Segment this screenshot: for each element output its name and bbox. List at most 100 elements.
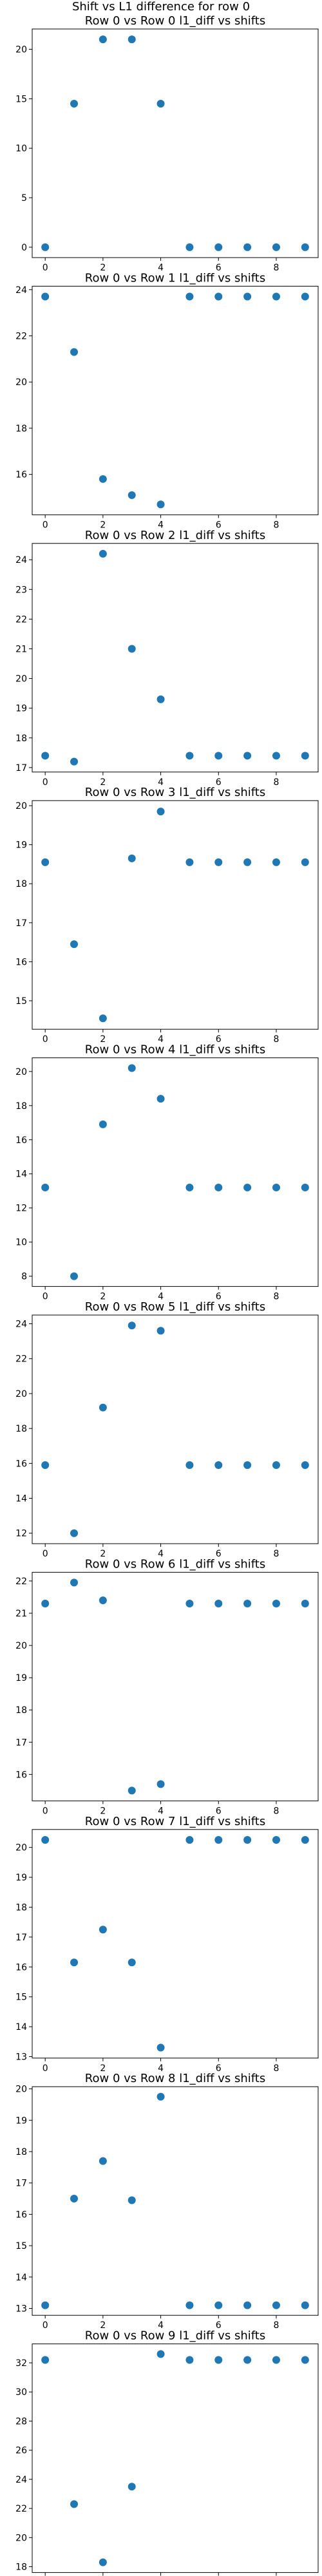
x-tick-label: 8 <box>274 777 279 788</box>
data-point <box>214 2356 223 2364</box>
y-tick-label: 30 <box>15 2387 27 2398</box>
y-tick-label: 24 <box>15 2475 27 2485</box>
subplot-title: Row 0 vs Row 6 l1_diff vs shifts <box>85 1557 265 1571</box>
y-tick-label: 15 <box>15 2241 27 2251</box>
data-point <box>214 2301 223 2309</box>
x-tick-label: 4 <box>158 1034 164 1045</box>
data-point <box>185 752 194 760</box>
data-point <box>99 2157 107 2165</box>
data-point <box>185 243 194 251</box>
axes-frame <box>32 28 319 258</box>
data-point <box>156 1327 165 1335</box>
x-tick-label: 6 <box>216 777 222 788</box>
data-point <box>128 1064 136 1072</box>
data-point <box>99 549 107 558</box>
x-tick-label: 4 <box>158 777 164 788</box>
subplot-title: Row 0 vs Row 7 l1_diff vs shifts <box>85 1815 265 1828</box>
axes-frame <box>32 1571 319 1801</box>
subplot-title: Row 0 vs Row 1 l1_diff vs shifts <box>85 271 265 285</box>
y-tick-label: 8 <box>21 1272 27 1282</box>
x-tick-label: 6 <box>216 520 222 530</box>
x-tick-label: 8 <box>274 1034 279 1045</box>
x-tick-label: 4 <box>158 1806 164 1816</box>
data-point <box>243 1836 252 1844</box>
data-point <box>301 1599 309 1607</box>
data-point <box>128 645 136 653</box>
x-tick-label: 2 <box>100 2320 106 2331</box>
x-tick-label: 8 <box>274 1292 279 1302</box>
data-point <box>99 1120 107 1128</box>
data-point <box>70 1958 79 1967</box>
y-tick-label: 20 <box>15 1843 27 1853</box>
data-point <box>70 348 79 356</box>
data-point <box>214 292 223 301</box>
data-point <box>301 1461 309 1470</box>
y-tick-label: 24 <box>15 1320 27 1330</box>
x-tick-label: 6 <box>216 1034 222 1045</box>
data-point <box>156 2092 165 2101</box>
y-tick-label: 18 <box>15 424 27 434</box>
y-tick-label: 14 <box>15 1494 27 1504</box>
y-tick-label: 20 <box>15 801 27 811</box>
subplot-title: Row 0 vs Row 3 l1_diff vs shifts <box>85 786 265 799</box>
y-tick-label: 18 <box>15 734 27 744</box>
y-tick-label: 18 <box>15 2562 27 2573</box>
data-point <box>128 35 136 44</box>
y-tick-label: 15 <box>15 1993 27 2003</box>
y-tick-label: 17 <box>15 918 27 929</box>
x-tick-label: 6 <box>216 2063 222 2074</box>
data-point <box>70 2500 79 2508</box>
y-tick-label: 16 <box>15 957 27 967</box>
y-tick-label: 5 <box>21 193 27 204</box>
x-tick-label: 6 <box>216 263 222 273</box>
x-tick-label: 0 <box>43 520 48 530</box>
data-point <box>272 752 280 760</box>
data-point <box>156 1780 165 1788</box>
y-tick-label: 20 <box>15 377 27 388</box>
axes-frame <box>32 2344 319 2573</box>
y-tick-label: 23 <box>15 585 27 595</box>
y-tick-label: 16 <box>15 470 27 480</box>
data-point <box>128 1786 136 1795</box>
y-tick-label: 16 <box>15 2210 27 2220</box>
x-tick-label: 2 <box>100 1806 106 1816</box>
y-tick-label: 20 <box>15 1389 27 1399</box>
data-point <box>243 1461 252 1470</box>
x-tick-label: 4 <box>158 2320 164 2331</box>
x-tick-label: 6 <box>216 2320 222 2331</box>
y-tick-label: 19 <box>15 2116 27 2126</box>
data-point <box>41 2356 50 2364</box>
y-tick-label: 20 <box>15 2533 27 2543</box>
data-point <box>243 2356 252 2364</box>
data-point <box>185 1461 194 1470</box>
data-point <box>185 1599 194 1607</box>
data-point <box>301 858 309 866</box>
data-point <box>185 1183 194 1191</box>
data-point <box>41 2301 50 2309</box>
y-tick-label: 24 <box>15 285 27 296</box>
axes-frame <box>32 1829 319 2059</box>
x-tick-label: 2 <box>100 1292 106 1302</box>
data-point <box>41 1461 50 1470</box>
x-tick-label: 8 <box>274 263 279 273</box>
data-point <box>41 243 50 251</box>
data-point <box>99 2558 107 2566</box>
data-point <box>272 858 280 866</box>
x-tick-label: 0 <box>43 263 48 273</box>
subplot-title: Row 0 vs Row 5 l1_diff vs shifts <box>85 1300 265 1314</box>
y-tick-label: 20 <box>15 2085 27 2095</box>
data-point <box>99 475 107 483</box>
data-point <box>214 1836 223 1844</box>
y-tick-label: 10 <box>15 144 27 154</box>
data-point <box>301 1836 309 1844</box>
x-tick-label: 6 <box>216 1806 222 1816</box>
y-tick-label: 22 <box>15 331 27 341</box>
y-tick-label: 12 <box>15 1204 27 1214</box>
data-point <box>99 1014 107 1023</box>
data-point <box>185 1836 194 1844</box>
y-tick-label: 19 <box>15 1673 27 1683</box>
data-point <box>272 1836 280 1844</box>
subplot-7: Row 0 vs Row 7 l1_diff vs shifts 0 2 4 6 8 13 1… <box>15 1815 319 2074</box>
